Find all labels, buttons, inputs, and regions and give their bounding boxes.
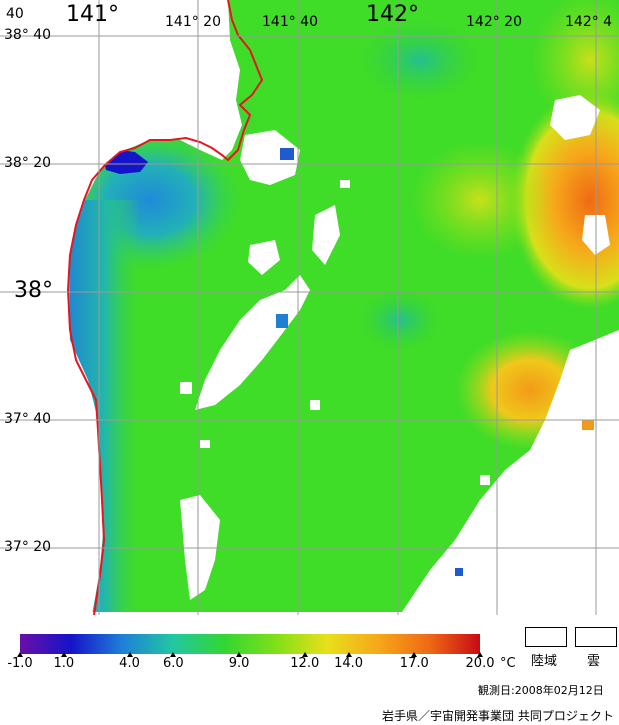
cloud-area (195, 275, 310, 410)
longitude-label-141: 141° (66, 2, 119, 27)
temperature-color-bar (20, 634, 480, 654)
land-legend-label: 陸域 (531, 654, 558, 669)
cold-pixel (280, 148, 294, 160)
cloud-area (595, 385, 613, 397)
cloud-area (400, 330, 619, 615)
cloud-area (200, 440, 210, 448)
latitude-label-38-40: 38° 40 (4, 27, 52, 43)
latitude-label-38: 38° (14, 278, 53, 303)
colorbar-tick-label: 20.0 (465, 656, 495, 671)
land-legend-swatch (525, 627, 567, 647)
sea-surface-temperature-map (0, 0, 619, 615)
corner-latitude-label: 40 (6, 6, 24, 22)
project-credit: 岩手県／宇宙開発事業団 共同プロジェクト (382, 709, 614, 723)
cool-water-patch (360, 20, 480, 100)
cloud-area (340, 180, 350, 188)
cloud-area (550, 95, 600, 140)
latitude-label-37-20: 37° 20 (4, 539, 52, 555)
cold-pixel (276, 314, 288, 328)
colorbar-tick-label: 12.0 (290, 656, 320, 671)
graticule (0, 0, 619, 615)
warm-water-patch (410, 140, 550, 260)
cloud-area (180, 382, 192, 394)
colorbar-tick-label: 9.0 (228, 656, 250, 671)
land-area (0, 0, 242, 615)
colorbar-tick-label: 1.0 (53, 656, 75, 671)
cold-pixel (455, 568, 463, 576)
colorbar-tick-label: 17.0 (399, 656, 429, 671)
latitude-label-38-20: 38° 20 (4, 155, 52, 171)
longitude-label-141-20: 141° 20 (165, 14, 221, 30)
colorbar-tick-mark (60, 652, 67, 657)
colorbar-tick-mark (236, 652, 243, 657)
coastline (66, 0, 264, 615)
colorbar-tick-mark (170, 652, 177, 657)
colorbar-tick-mark (477, 652, 483, 657)
cloud-area (240, 130, 300, 185)
cool-water-patch (360, 290, 440, 350)
colorbar-tick-mark (17, 652, 23, 657)
colorbar-tick-label: 4.0 (119, 656, 140, 671)
colorbar-tick-mark (345, 652, 352, 657)
colorbar-tick-mark (126, 652, 133, 657)
colorbar-tick-mark (301, 652, 308, 657)
colorbar-tick-label: 14.0 (334, 656, 364, 671)
cloud-area (248, 240, 280, 275)
longitude-label-141-40: 141° 40 (262, 14, 318, 30)
warm-water-patch (530, 0, 619, 130)
longitude-label-142: 142° (366, 2, 419, 27)
colorbar-tick-label: -1.0 (7, 656, 33, 671)
longitude-label-142-20: 142° 20 (466, 14, 522, 30)
longitude-label-142-40: 142° 4 (565, 14, 613, 30)
warm-pixel (582, 420, 594, 430)
colorbar-tick-mark (411, 652, 418, 657)
cloud-area (310, 400, 320, 410)
observation-date: 観測日:2008年02月12日 (478, 684, 604, 697)
cloud-legend-swatch (575, 627, 617, 647)
warm-water-patch (510, 90, 619, 310)
temperature-unit-label: °C (500, 656, 516, 671)
colorbar-tick-label: 6.0 (162, 656, 184, 671)
latitude-label-37-40: 37° 40 (4, 411, 52, 427)
cloud-legend-label: 雲 (587, 654, 601, 669)
land-area (0, 612, 619, 615)
cloud-area (312, 205, 340, 265)
cloud-area (480, 475, 490, 485)
